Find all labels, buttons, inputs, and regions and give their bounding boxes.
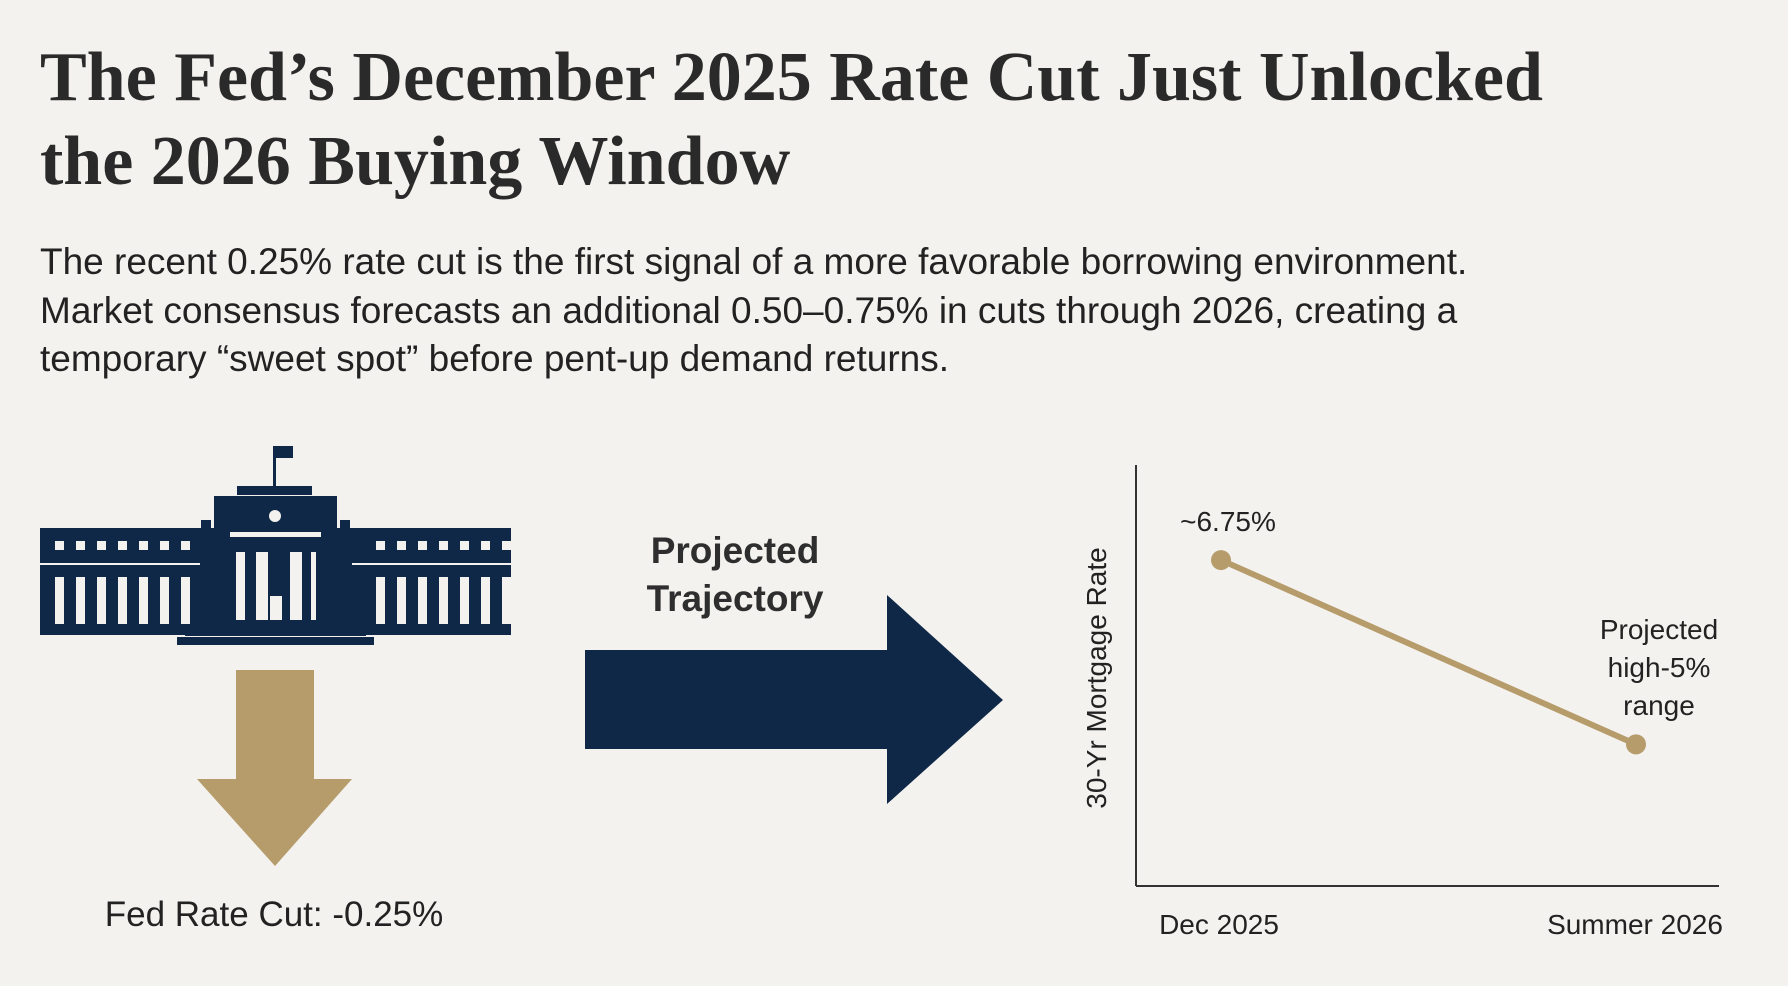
page-title: The Fed’s December 2025 Rate Cut Just Un… bbox=[40, 36, 1780, 204]
projected-trajectory-label: Projected Trajectory bbox=[647, 527, 824, 623]
building-column-gap bbox=[376, 577, 385, 624]
point-label-line-1: Projected bbox=[1599, 614, 1719, 645]
building-column-gap bbox=[397, 577, 406, 624]
building-column-gap bbox=[118, 577, 127, 624]
building-window bbox=[481, 541, 490, 550]
building-window bbox=[181, 541, 190, 550]
intro-line-1: The recent 0.25% rate cut is the first s… bbox=[40, 241, 1468, 282]
building-window bbox=[55, 541, 64, 550]
x-tick-summer-2026: Summer 2026 bbox=[1547, 909, 1723, 940]
portico-gap bbox=[311, 552, 316, 620]
building-column-gap bbox=[418, 577, 427, 624]
portico-gap bbox=[256, 552, 268, 620]
building-window bbox=[139, 541, 148, 550]
down-arrow-icon bbox=[197, 670, 352, 866]
point-label-dec-2025: ~6.75% bbox=[1180, 506, 1276, 537]
point-label-line-2: high-5% bbox=[1607, 652, 1711, 683]
intro-line-2: Market consensus forecasts an additional… bbox=[40, 289, 1458, 331]
intro-line-3: temporary “sweet spot” before pent-up de… bbox=[40, 338, 950, 379]
title-line-1: The Fed’s December 2025 Rate Cut Just Un… bbox=[40, 39, 1543, 116]
building-column-gap bbox=[76, 577, 85, 624]
building-column-gap bbox=[55, 577, 64, 624]
x-tick-dec-2025: Dec 2025 bbox=[1159, 909, 1279, 940]
building-column-gap bbox=[97, 577, 106, 624]
building-window bbox=[439, 541, 448, 550]
y-axis-label: 30-Yr Mortgage Rate bbox=[1081, 547, 1112, 809]
building-window bbox=[502, 541, 511, 550]
building-window bbox=[460, 541, 469, 550]
point-label-summer-2026: Projected high-5% range bbox=[1600, 611, 1718, 725]
building-column-gap bbox=[139, 577, 148, 624]
portico-gap bbox=[236, 552, 245, 620]
building-window bbox=[418, 541, 427, 550]
building-windows bbox=[40, 510, 512, 624]
building-window bbox=[397, 541, 406, 550]
eagle-emblem-icon bbox=[269, 510, 281, 522]
building-column-gap bbox=[181, 577, 190, 624]
building-window bbox=[160, 541, 169, 550]
building-door bbox=[270, 596, 282, 620]
portico-cornice bbox=[230, 532, 321, 537]
building-column-gap bbox=[439, 577, 448, 624]
portico-gap bbox=[290, 552, 302, 620]
trajectory-line-1: Projected bbox=[650, 530, 820, 571]
building-window bbox=[97, 541, 106, 550]
building-column-gap bbox=[160, 577, 169, 624]
series-line bbox=[1218, 557, 1639, 748]
right-arrow-icon bbox=[585, 595, 1003, 804]
building-window bbox=[376, 541, 385, 550]
data-point bbox=[1626, 734, 1646, 755]
mortgage-rate-chart bbox=[1135, 465, 1719, 887]
building-column-gap bbox=[502, 577, 511, 624]
fed-rate-cut-caption: Fed Rate Cut: -0.25% bbox=[104, 895, 444, 934]
building-column-gap bbox=[460, 577, 469, 624]
title-line-2: the 2026 Buying Window bbox=[40, 123, 791, 200]
point-label-line-3: range bbox=[1623, 690, 1695, 721]
trajectory-line-2: Trajectory bbox=[646, 578, 824, 619]
intro-paragraph: The recent 0.25% rate cut is the first s… bbox=[40, 238, 1760, 384]
data-point bbox=[1211, 550, 1231, 571]
building-window bbox=[76, 541, 85, 550]
building-window bbox=[118, 541, 127, 550]
building-column-gap bbox=[481, 577, 490, 624]
